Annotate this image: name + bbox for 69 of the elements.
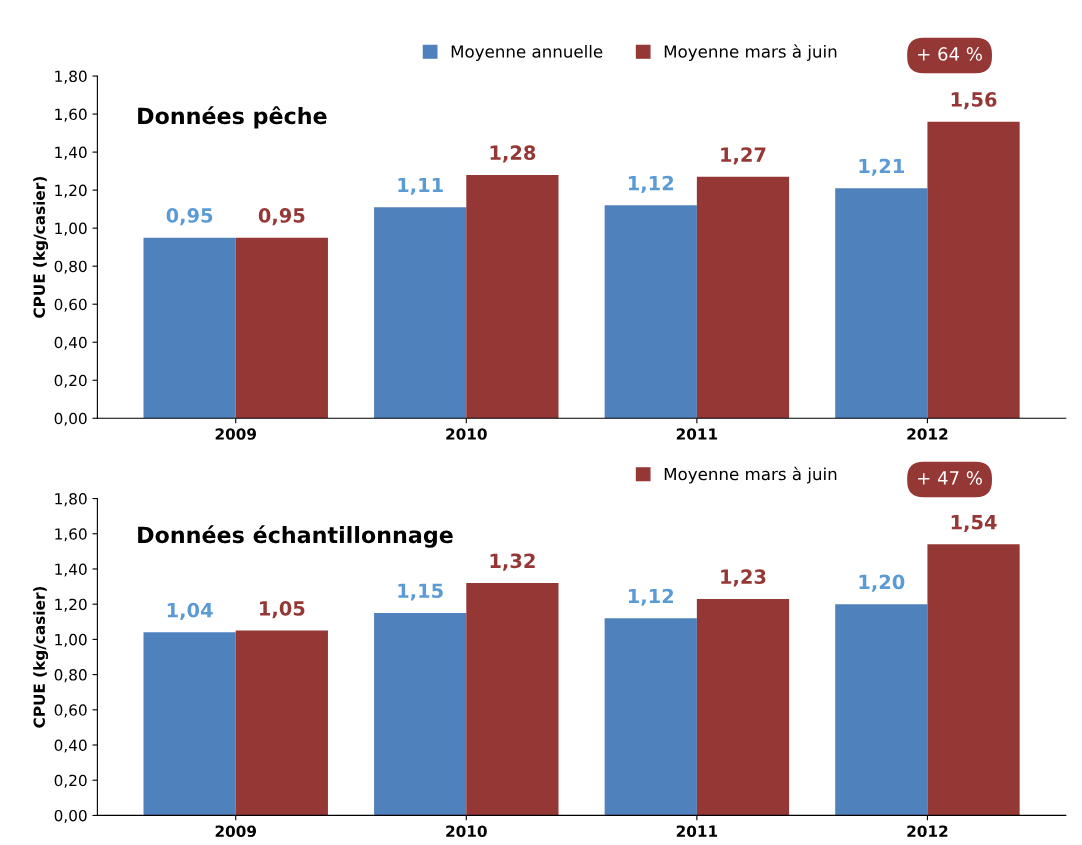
data-label: 1,56 [951, 92, 997, 110]
y-tick-label: 1,40 [55, 146, 87, 160]
bar [235, 237, 328, 419]
bar [835, 604, 928, 816]
data-label: 1,28 [490, 145, 536, 163]
data-label: 1,04 [167, 602, 213, 620]
y-tick-label: 0,40 [54, 336, 87, 350]
y-tick-label: 0,40 [54, 739, 87, 753]
y-tick-label: 0,80 [54, 260, 87, 274]
bar [466, 174, 559, 419]
y-tick-label: 1,20 [55, 598, 87, 612]
y-tick-label: 1,60 [55, 528, 87, 542]
data-label: 1,21 [859, 158, 904, 176]
y-axis-title: CPUE (kg/casier) [33, 586, 49, 728]
data-label: 1,27 [721, 147, 766, 165]
data-label: 1,12 [628, 175, 674, 193]
data-label: 1,05 [260, 600, 305, 619]
y-tick-label: 0,00 [54, 412, 87, 426]
legend-label: Moyenne mars à juin [664, 466, 837, 484]
legend-label: Moyenne annuelle [451, 44, 603, 62]
y-tick-label: 1,80 [55, 493, 87, 507]
bar [835, 188, 928, 419]
y-tick-label: 1,40 [55, 563, 87, 577]
y-axis-title: CPUE (kg/casier) [33, 177, 49, 318]
bar [696, 176, 790, 419]
y-tick-label: 0,20 [54, 774, 87, 788]
data-label: 1,32 [490, 553, 535, 571]
data-label: 1,23 [721, 569, 766, 587]
bar [143, 632, 236, 816]
bar [235, 630, 328, 816]
bar [696, 598, 790, 816]
data-label: 0,95 [166, 208, 213, 226]
y-tick-label: 0,60 [54, 704, 87, 718]
data-label: 1,15 [398, 583, 443, 601]
data-label: 1,11 [398, 177, 443, 195]
y-tick-label: 1,80 [55, 70, 87, 84]
x-tick-label: 2011 [676, 428, 718, 440]
y-tick-label: 1,20 [55, 184, 87, 198]
y-tick-label: 0,60 [54, 298, 87, 312]
bar [927, 544, 1020, 816]
bar [143, 237, 236, 419]
text: Données pêche [138, 106, 327, 129]
y-tick-label: 1,00 [55, 633, 87, 647]
text: + 47 % [918, 471, 982, 485]
bar [927, 121, 1020, 419]
x-tick-label: 2009 [215, 428, 257, 440]
x-tick-label: 2010 [446, 428, 487, 440]
data-label: 1,20 [859, 574, 905, 592]
text: + 64 % [918, 47, 982, 61]
x-tick-label: 2009 [215, 825, 257, 837]
bar [466, 583, 559, 816]
x-tick-label: 2012 [907, 825, 948, 837]
y-tick-label: 0,00 [54, 809, 87, 824]
text: Données échantillonnage [138, 525, 453, 548]
bar [374, 612, 467, 816]
y-tick-label: 0,80 [54, 669, 87, 683]
bar [604, 205, 697, 419]
data-label: 1,54 [951, 514, 997, 532]
legend-label: Moyenne mars à juin [664, 44, 837, 62]
x-tick-label: 2012 [907, 428, 948, 440]
x-tick-label: 2010 [446, 825, 487, 837]
data-label: 0,95 [258, 208, 305, 226]
y-tick-label: 1,60 [55, 108, 87, 122]
bar [374, 207, 467, 419]
x-tick-label: 2011 [676, 825, 718, 837]
y-tick-label: 0,20 [54, 374, 87, 388]
data-label: 1,12 [628, 588, 674, 606]
bar [604, 618, 697, 816]
y-tick-label: 1,00 [55, 222, 87, 236]
